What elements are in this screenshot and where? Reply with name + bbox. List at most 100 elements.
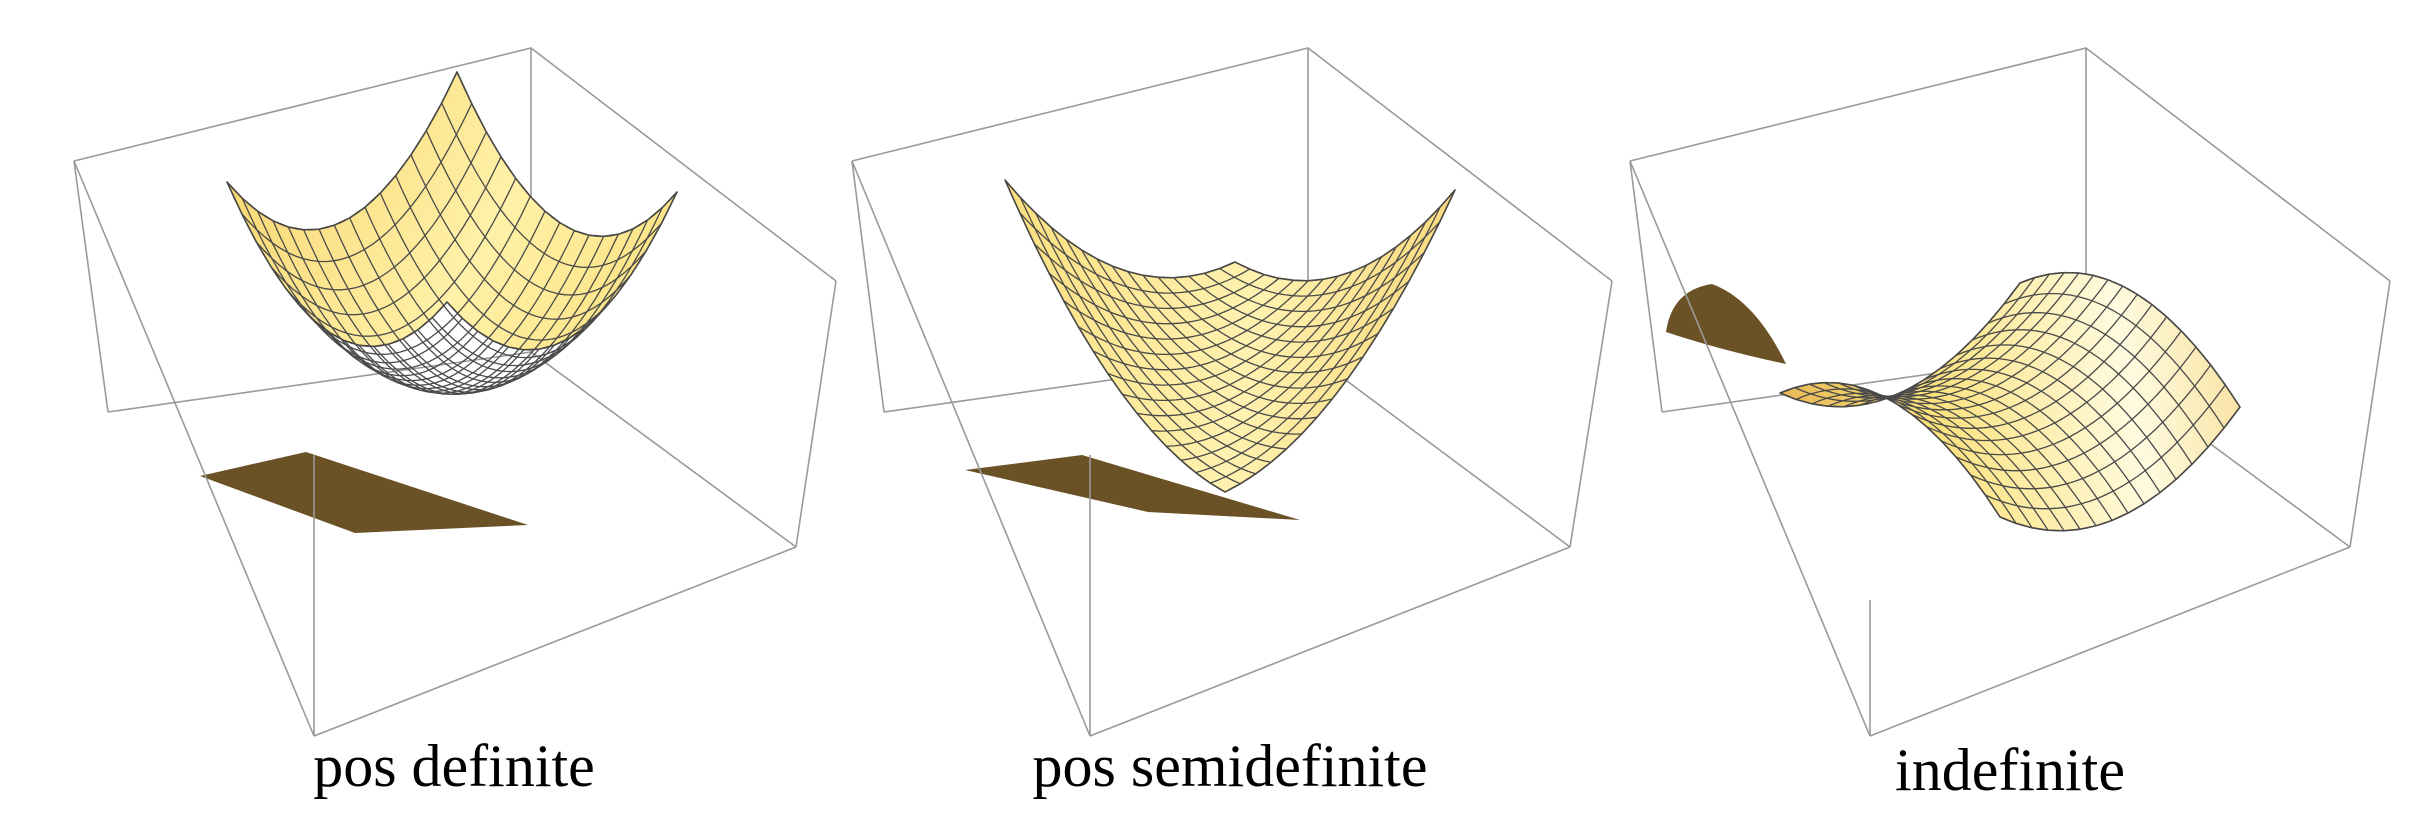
mesh-line [431,207,663,367]
mesh-line [1035,212,1256,475]
mesh-line [1188,275,1410,328]
mesh-line [1210,206,1441,484]
mesh-line [1077,280,1309,356]
mesh-line [1809,273,2050,399]
mesh-line [1795,388,2017,524]
mesh-line [2019,271,2241,408]
mesh-line [1955,346,2197,472]
mesh-line [226,71,458,231]
mesh-line [1004,179,1226,493]
panel-pos-semidefinite: pos semidefinite [851,47,1613,799]
mesh-line [299,196,531,356]
mesh-line [241,103,473,263]
mesh-line [1122,271,1353,402]
mesh-line [1224,189,1456,493]
mesh-line [1019,212,1251,294]
mesh-line [1136,264,1368,417]
surface-underside [1666,284,1786,364]
panel-indefinite: indefinite [1629,47,2391,803]
surface-mesh [1004,179,1456,493]
caption-pos-definite: pos definite [313,733,595,799]
mesh-line [364,206,586,373]
mesh-line [272,220,494,386]
mesh-line [1180,234,1412,461]
mesh-line [285,178,517,337]
mesh-line [1234,189,1456,282]
mesh-line [1939,357,2161,493]
mesh-line [456,71,678,238]
mesh-line [1827,395,2049,531]
mesh-line [1926,316,2168,442]
mesh-line [1891,385,2113,521]
bounding-box-front [1629,160,2391,737]
mesh-line [241,198,463,364]
mesh-line [270,156,502,316]
mesh-line [1971,329,2193,465]
bounding-box-front [73,160,837,737]
mesh-line [1843,395,2065,532]
mesh-line [1142,274,1364,374]
mesh-line [1033,243,1265,310]
mesh-line [1173,277,1395,343]
mesh-line [1157,276,1379,359]
mesh-line [441,102,663,269]
mesh-line [1794,277,2036,402]
mesh-line [1955,344,2177,480]
mesh-line [1987,312,2209,448]
mesh-line [395,175,617,341]
caption-indefinite: indefinite [1895,737,2125,803]
mesh-line [1166,246,1397,447]
mesh-line [1882,285,2124,411]
mesh-line [1779,381,2001,518]
mesh-line [402,228,634,388]
mesh-line [349,217,571,384]
mesh-line [2003,292,2225,429]
mesh-line [1065,239,1287,450]
mesh-line [1875,390,2097,527]
mesh-line [1219,221,1441,297]
surface-mesh [1779,271,2241,532]
mesh-line [1151,256,1383,432]
bounding-box-front [851,160,1613,737]
mesh-line [287,226,509,393]
mesh-line [1048,272,1280,325]
mesh-line [1923,368,2145,505]
surface-mesh [226,71,678,396]
surface-underside [200,452,528,533]
mesh-line [1970,364,2212,490]
mesh-line [1203,252,1425,313]
mesh-line [425,130,647,296]
mesh-line [358,234,590,394]
mesh-line [1096,258,1318,420]
mesh-line [1050,226,1272,463]
mesh-line [1941,330,2182,456]
mesh-line [226,181,448,348]
mesh-line [417,219,649,379]
mesh-line [1911,304,2153,429]
mesh-line [1004,179,1236,279]
mesh-line [1063,279,1295,340]
mesh-line [1985,384,2226,510]
mesh-line [1999,406,2241,532]
mesh-line [379,192,601,359]
surface-underside [965,455,1300,520]
mesh-line [1195,221,1427,474]
mesh-line [1111,265,1333,405]
mesh-line [1907,378,2129,514]
mesh-line [303,229,525,395]
mesh-line [1811,392,2033,529]
mesh-line [1867,279,2109,405]
mesh-line [410,154,632,320]
mesh-line [1823,272,2065,397]
mesh-line [1127,271,1348,389]
mesh-line [1092,278,1324,371]
mesh-line [1107,275,1339,386]
caption-pos-semidefinite: pos semidefinite [1033,733,1428,799]
mesh-line [446,191,678,351]
mesh-line [1019,197,1241,485]
mesh-line [1897,294,2138,419]
panel-pos-definite: pos definite [73,47,837,799]
mesh-line [1081,249,1302,435]
mesh-line [255,131,487,291]
